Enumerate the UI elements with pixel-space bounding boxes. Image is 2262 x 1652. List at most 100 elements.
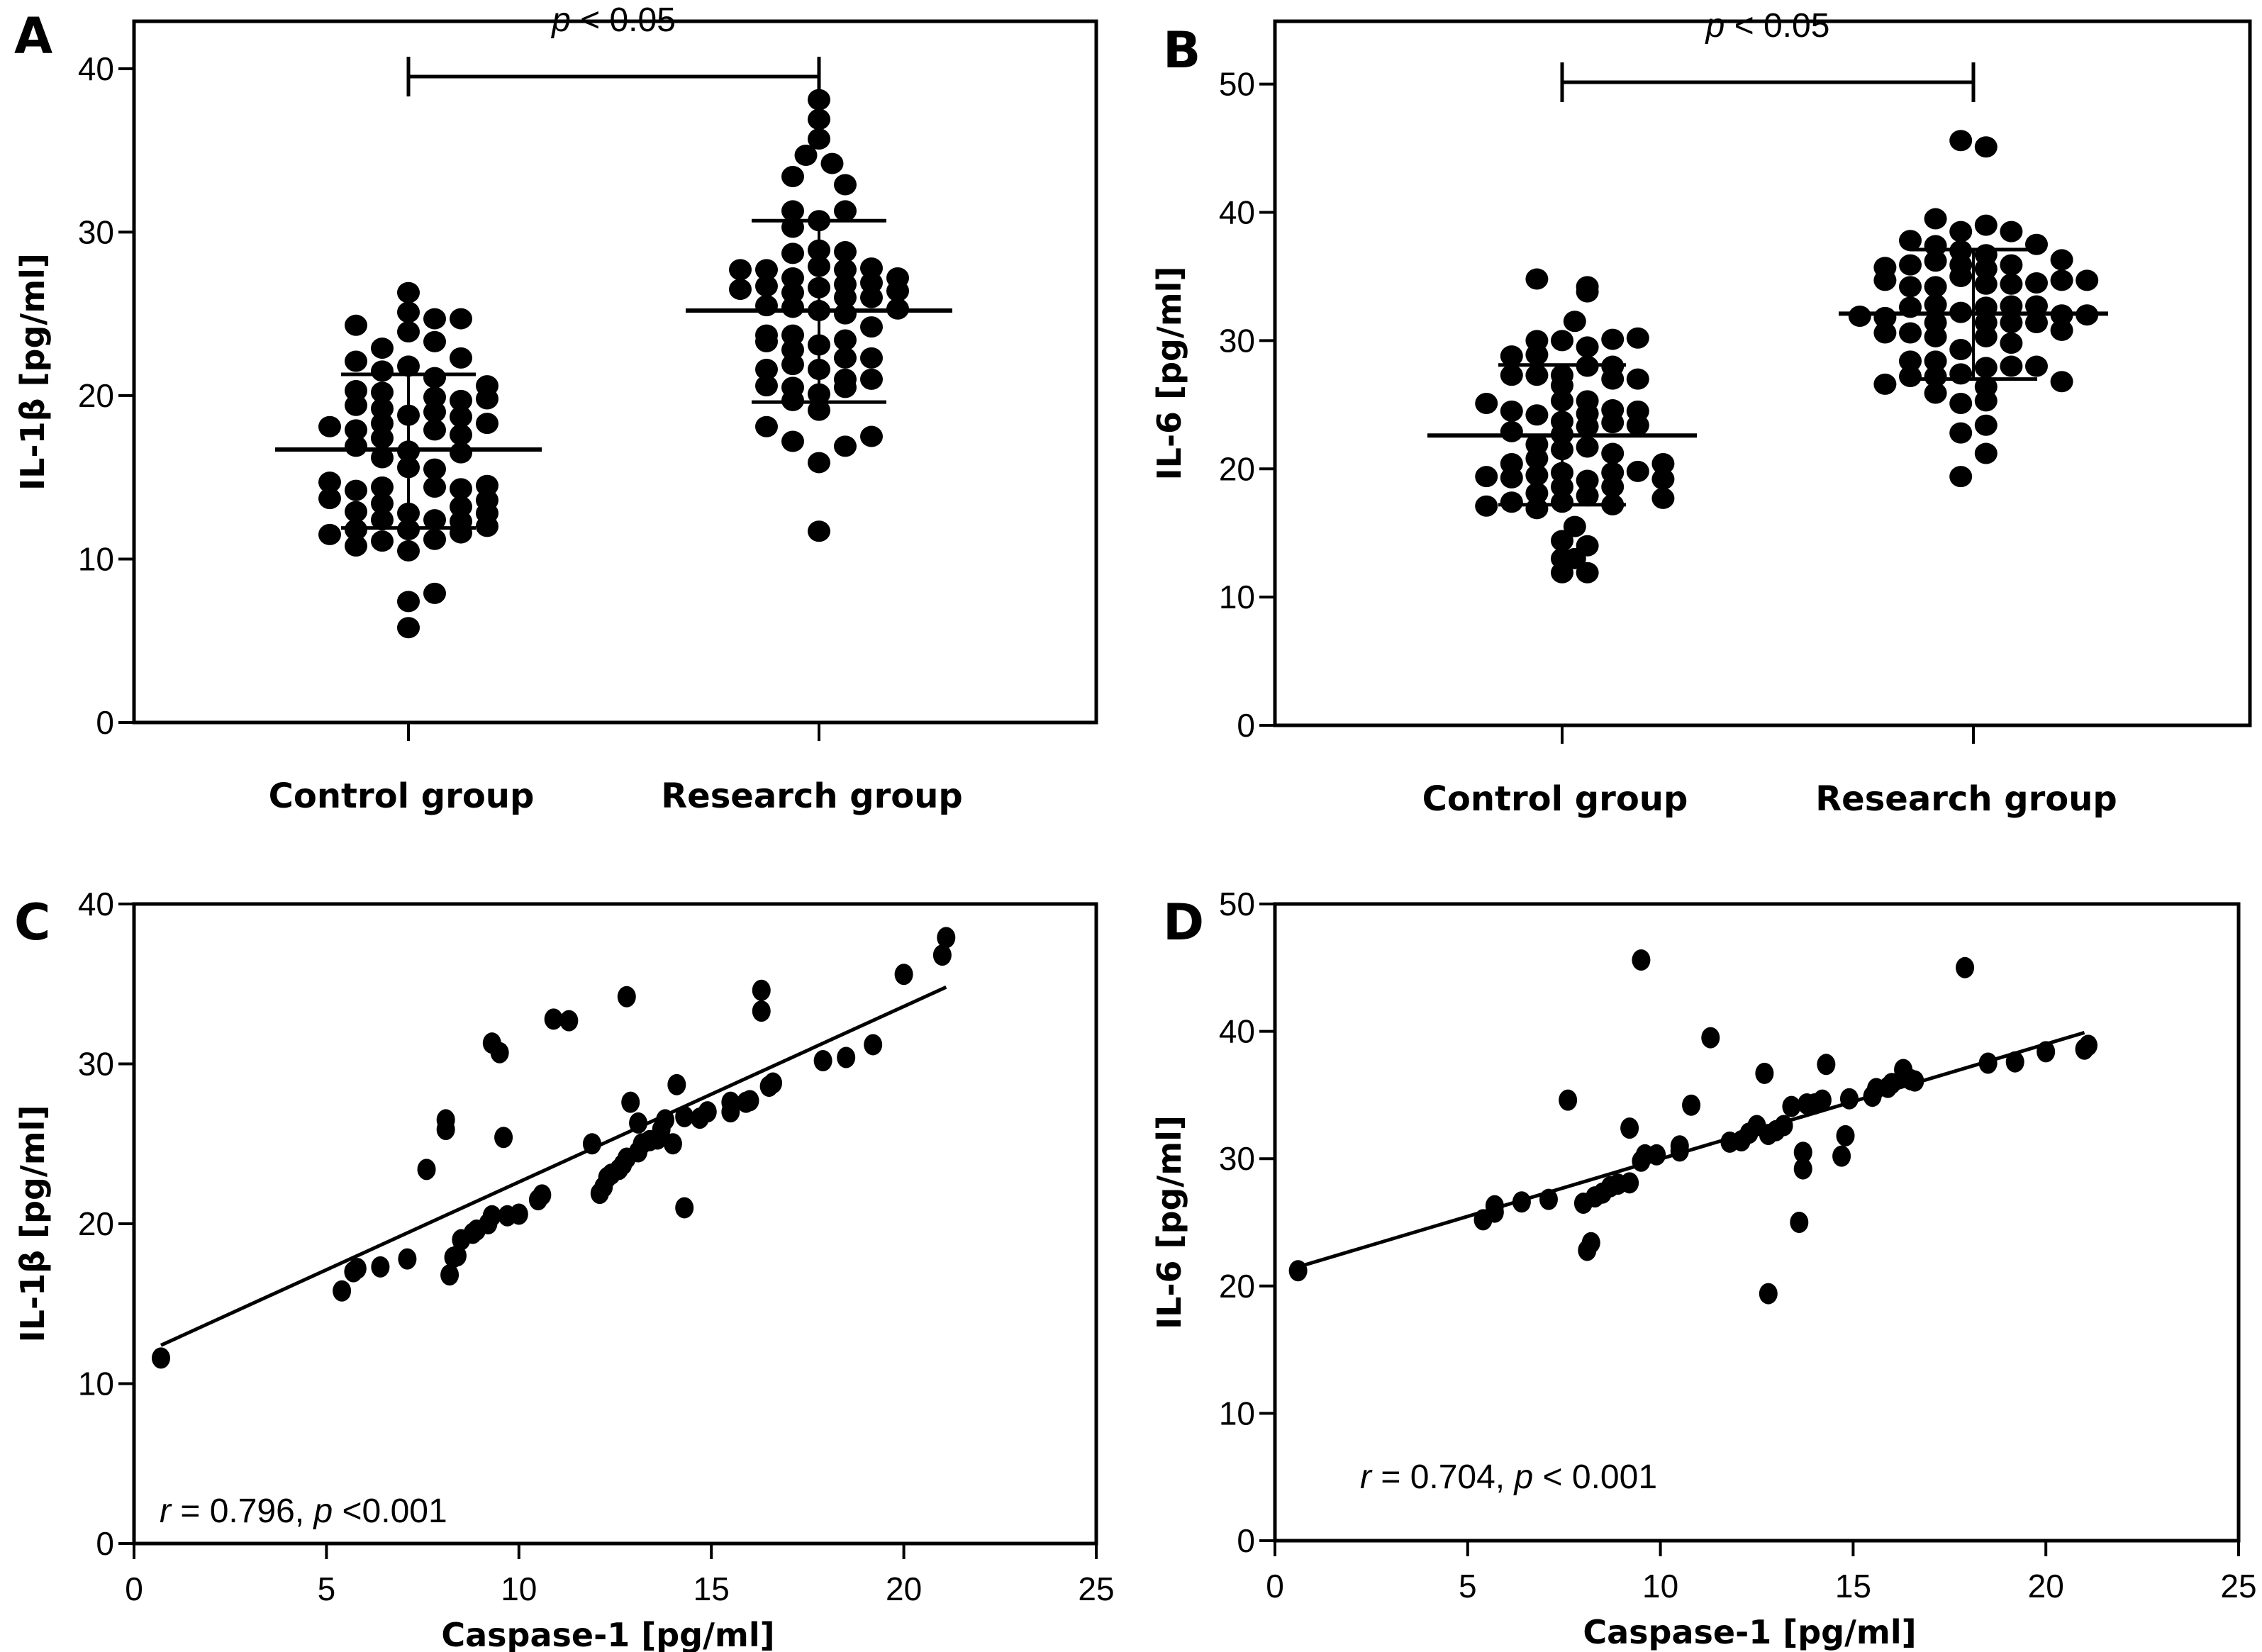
data-point — [755, 275, 778, 297]
data-point — [781, 354, 804, 376]
y-tick-label: 30 — [1219, 322, 1255, 359]
data-point — [397, 355, 420, 377]
data-point — [2037, 1041, 2056, 1063]
data-point — [813, 1049, 832, 1071]
panel-letter: B — [1163, 21, 1200, 79]
data-point — [663, 1133, 682, 1155]
data-point — [450, 442, 472, 464]
data-point — [1949, 466, 1973, 488]
panel-a: A 0 10 20 30 40 IL-1β [pg/ml] Control group Rese… — [13, 1, 1098, 816]
data-point — [1601, 368, 1625, 390]
data-point — [423, 582, 446, 604]
data-point — [1924, 208, 1947, 230]
x-tick-label: 25 — [2220, 1568, 2256, 1604]
data-point — [656, 1109, 675, 1131]
data-point — [820, 152, 844, 174]
data-point — [450, 347, 472, 369]
data-point — [318, 488, 341, 510]
data-point — [345, 479, 367, 501]
data-point — [1949, 221, 1973, 242]
data-point — [1793, 1142, 1812, 1163]
data-point — [837, 1047, 856, 1068]
data-point — [371, 509, 394, 531]
data-point — [781, 242, 804, 264]
data-point — [764, 1072, 783, 1094]
data-point — [860, 425, 883, 447]
data-point — [781, 339, 804, 361]
data-point — [808, 520, 830, 542]
data-point — [1525, 498, 1549, 520]
data-point — [1899, 276, 1922, 298]
correlation-annotation: r = 0.796, p <0.001 — [160, 1492, 447, 1530]
data-point — [860, 257, 883, 279]
data-point — [423, 330, 446, 352]
data-point — [1974, 273, 1998, 295]
panel-letter: C — [14, 893, 50, 951]
annotation-r-value: = 0.704, — [1371, 1458, 1515, 1496]
significance-label: p < 0.05 — [550, 1, 676, 39]
data-point — [2000, 221, 2023, 242]
data-point — [345, 435, 367, 457]
y-tick-label: 50 — [1219, 66, 1255, 103]
x-category-label: Control group — [269, 776, 535, 816]
data-point — [729, 259, 752, 281]
y-tick-label: 40 — [78, 886, 114, 922]
data-point — [450, 522, 472, 544]
data-point — [781, 200, 804, 222]
data-point — [2025, 272, 2048, 294]
data-point — [2005, 1051, 2024, 1073]
data-point — [476, 388, 498, 410]
data-point — [834, 329, 857, 351]
data-point — [1793, 1158, 1812, 1180]
data-point — [1288, 1260, 1308, 1282]
data-point — [1670, 1135, 1689, 1157]
data-point — [371, 360, 394, 382]
x-category-label: Control group — [1422, 779, 1688, 819]
data-point — [371, 476, 394, 498]
data-point — [509, 1203, 528, 1225]
data-point — [1576, 469, 1599, 491]
annotation-r: r — [160, 1492, 172, 1530]
data-point — [1899, 322, 1922, 344]
data-point — [450, 496, 472, 518]
data-point — [1581, 1232, 1600, 1254]
x-tick-label: 5 — [318, 1570, 336, 1607]
data-point — [371, 337, 394, 359]
data-point — [397, 301, 420, 323]
y-tick-label: 40 — [1219, 194, 1255, 231]
data-point — [476, 515, 498, 537]
data-point — [544, 1008, 563, 1030]
data-point — [781, 324, 804, 346]
y-axis-title: IL-6 [pg/ml] — [1150, 1115, 1188, 1329]
data-point — [417, 1159, 436, 1181]
data-point — [347, 1258, 367, 1280]
data-point — [1924, 382, 1947, 404]
data-point — [1576, 535, 1599, 557]
panel-letter: D — [1163, 893, 1204, 951]
plot-frame — [132, 902, 1098, 1546]
data-point — [423, 509, 446, 531]
data-point — [860, 316, 883, 338]
data-point — [447, 1245, 467, 1267]
data-point — [860, 286, 883, 308]
x-tick-label: 15 — [693, 1570, 730, 1607]
data-point — [860, 272, 883, 294]
data-point — [397, 591, 420, 613]
data-point — [1576, 336, 1599, 358]
data-point — [1949, 422, 1973, 444]
data-point — [886, 280, 909, 302]
x-tick-label: 5 — [1459, 1568, 1477, 1604]
data-point — [371, 447, 394, 469]
data-point — [1601, 328, 1625, 350]
data-point — [318, 415, 341, 437]
data-point — [1899, 254, 1922, 276]
data-point — [1974, 357, 1998, 379]
data-point — [1500, 491, 1523, 513]
panel-b: B 0 10 20 30 40 50 IL-6 [pg/ml] Control group Res… — [1150, 7, 2252, 819]
data-point — [1500, 420, 1523, 442]
data-point — [371, 1256, 390, 1278]
significance-p: p — [550, 1, 571, 39]
x-axis-title: Caspase-1 [pg/ml] — [1583, 1613, 1916, 1651]
data-point — [1576, 281, 1599, 303]
x-tick-label: 15 — [1835, 1568, 1871, 1604]
